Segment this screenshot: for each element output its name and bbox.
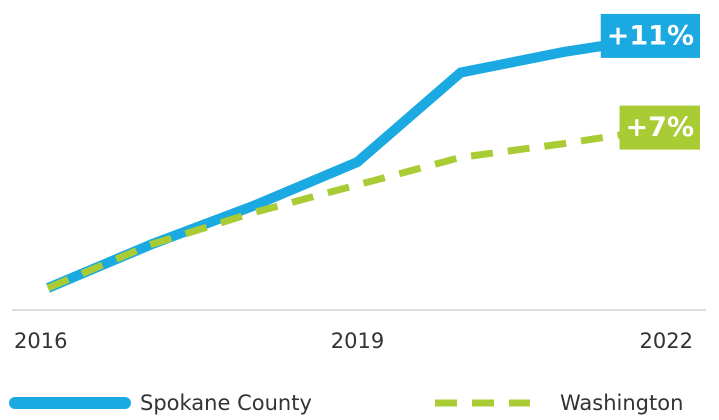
x-tick-label: 2016 xyxy=(14,329,67,353)
series-line xyxy=(46,30,668,293)
end-label: +11% xyxy=(607,20,694,51)
end-label-box: +7% xyxy=(619,105,700,150)
legend-label: Washington xyxy=(560,391,683,415)
x-tick-label: 2019 xyxy=(331,329,384,353)
legend-label: Spokane County xyxy=(140,391,312,415)
end-label-bg xyxy=(619,105,700,150)
x-tick-label: 2022 xyxy=(640,329,693,353)
end-label-box: +11% xyxy=(600,13,700,58)
series-line xyxy=(46,124,668,292)
end-label-bg xyxy=(600,13,700,58)
end-label: +7% xyxy=(626,112,694,143)
